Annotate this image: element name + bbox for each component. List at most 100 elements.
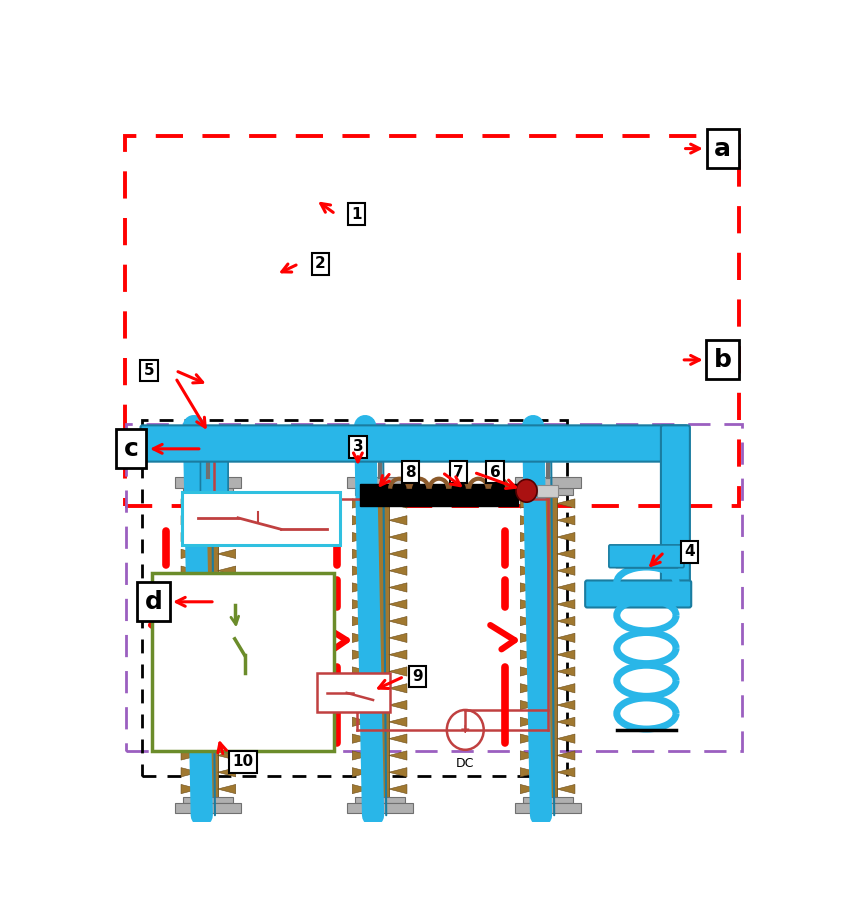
Polygon shape <box>520 784 538 794</box>
Polygon shape <box>388 499 407 508</box>
Circle shape <box>516 480 537 503</box>
Polygon shape <box>388 633 407 642</box>
Polygon shape <box>218 784 235 794</box>
Polygon shape <box>181 516 199 525</box>
Text: 7: 7 <box>453 465 464 480</box>
Polygon shape <box>388 717 407 726</box>
Polygon shape <box>181 751 199 760</box>
Polygon shape <box>557 616 575 626</box>
Text: d: d <box>144 590 162 614</box>
Polygon shape <box>184 488 234 495</box>
Text: 9: 9 <box>412 669 422 684</box>
Polygon shape <box>218 549 235 558</box>
Polygon shape <box>181 600 199 609</box>
FancyBboxPatch shape <box>661 425 690 604</box>
Polygon shape <box>352 600 371 609</box>
Polygon shape <box>218 616 235 626</box>
Polygon shape <box>557 516 575 525</box>
Polygon shape <box>181 684 199 693</box>
Polygon shape <box>520 650 538 660</box>
FancyBboxPatch shape <box>585 580 691 607</box>
Polygon shape <box>181 616 199 626</box>
Polygon shape <box>520 751 538 760</box>
Polygon shape <box>520 516 538 525</box>
Polygon shape <box>352 616 371 626</box>
Polygon shape <box>352 549 371 558</box>
Polygon shape <box>520 734 538 743</box>
Polygon shape <box>181 667 199 676</box>
Polygon shape <box>181 499 199 508</box>
Text: 2: 2 <box>315 256 326 272</box>
Polygon shape <box>557 734 575 743</box>
Text: b: b <box>714 348 732 371</box>
FancyBboxPatch shape <box>152 573 333 751</box>
Polygon shape <box>352 566 371 576</box>
Polygon shape <box>218 650 235 660</box>
Polygon shape <box>218 532 235 541</box>
Polygon shape <box>520 532 538 541</box>
Text: 10: 10 <box>233 754 254 770</box>
Polygon shape <box>520 499 538 508</box>
Polygon shape <box>520 768 538 777</box>
FancyBboxPatch shape <box>360 484 518 505</box>
Polygon shape <box>520 667 538 676</box>
Text: DC: DC <box>456 757 474 770</box>
Polygon shape <box>352 650 371 660</box>
Polygon shape <box>181 532 199 541</box>
Polygon shape <box>352 717 371 726</box>
Polygon shape <box>514 803 581 813</box>
Polygon shape <box>388 616 407 626</box>
Polygon shape <box>388 583 407 592</box>
Polygon shape <box>175 478 241 488</box>
Polygon shape <box>388 650 407 660</box>
Polygon shape <box>557 717 575 726</box>
Polygon shape <box>514 478 581 488</box>
Polygon shape <box>520 600 538 609</box>
Polygon shape <box>512 446 584 456</box>
Polygon shape <box>557 566 575 576</box>
Polygon shape <box>520 566 538 576</box>
Polygon shape <box>557 499 575 508</box>
Polygon shape <box>352 583 371 592</box>
Polygon shape <box>218 566 235 576</box>
Polygon shape <box>523 488 573 495</box>
Polygon shape <box>388 734 407 743</box>
Polygon shape <box>181 566 199 576</box>
Polygon shape <box>184 797 234 803</box>
Polygon shape <box>181 650 199 660</box>
Polygon shape <box>218 600 235 609</box>
Polygon shape <box>371 495 388 797</box>
Polygon shape <box>557 583 575 592</box>
Polygon shape <box>388 700 407 710</box>
Polygon shape <box>557 684 575 693</box>
Polygon shape <box>218 717 235 726</box>
Polygon shape <box>538 495 557 797</box>
Polygon shape <box>172 446 245 456</box>
Polygon shape <box>388 784 407 794</box>
Polygon shape <box>557 784 575 794</box>
Polygon shape <box>218 734 235 743</box>
Polygon shape <box>557 532 575 541</box>
Polygon shape <box>352 768 371 777</box>
Polygon shape <box>557 700 575 710</box>
Polygon shape <box>352 516 371 525</box>
Polygon shape <box>388 532 407 541</box>
Polygon shape <box>557 667 575 676</box>
Polygon shape <box>352 684 371 693</box>
Polygon shape <box>352 734 371 743</box>
Polygon shape <box>218 516 235 525</box>
Text: 4: 4 <box>684 544 694 560</box>
Polygon shape <box>218 768 235 777</box>
Polygon shape <box>388 549 407 558</box>
FancyBboxPatch shape <box>317 673 389 712</box>
Text: 8: 8 <box>405 465 416 480</box>
Polygon shape <box>388 768 407 777</box>
Text: 6: 6 <box>490 465 501 480</box>
Polygon shape <box>388 667 407 676</box>
Polygon shape <box>520 616 538 626</box>
Polygon shape <box>557 600 575 609</box>
Polygon shape <box>181 549 199 558</box>
Polygon shape <box>388 600 407 609</box>
Polygon shape <box>181 583 199 592</box>
Polygon shape <box>354 797 405 803</box>
